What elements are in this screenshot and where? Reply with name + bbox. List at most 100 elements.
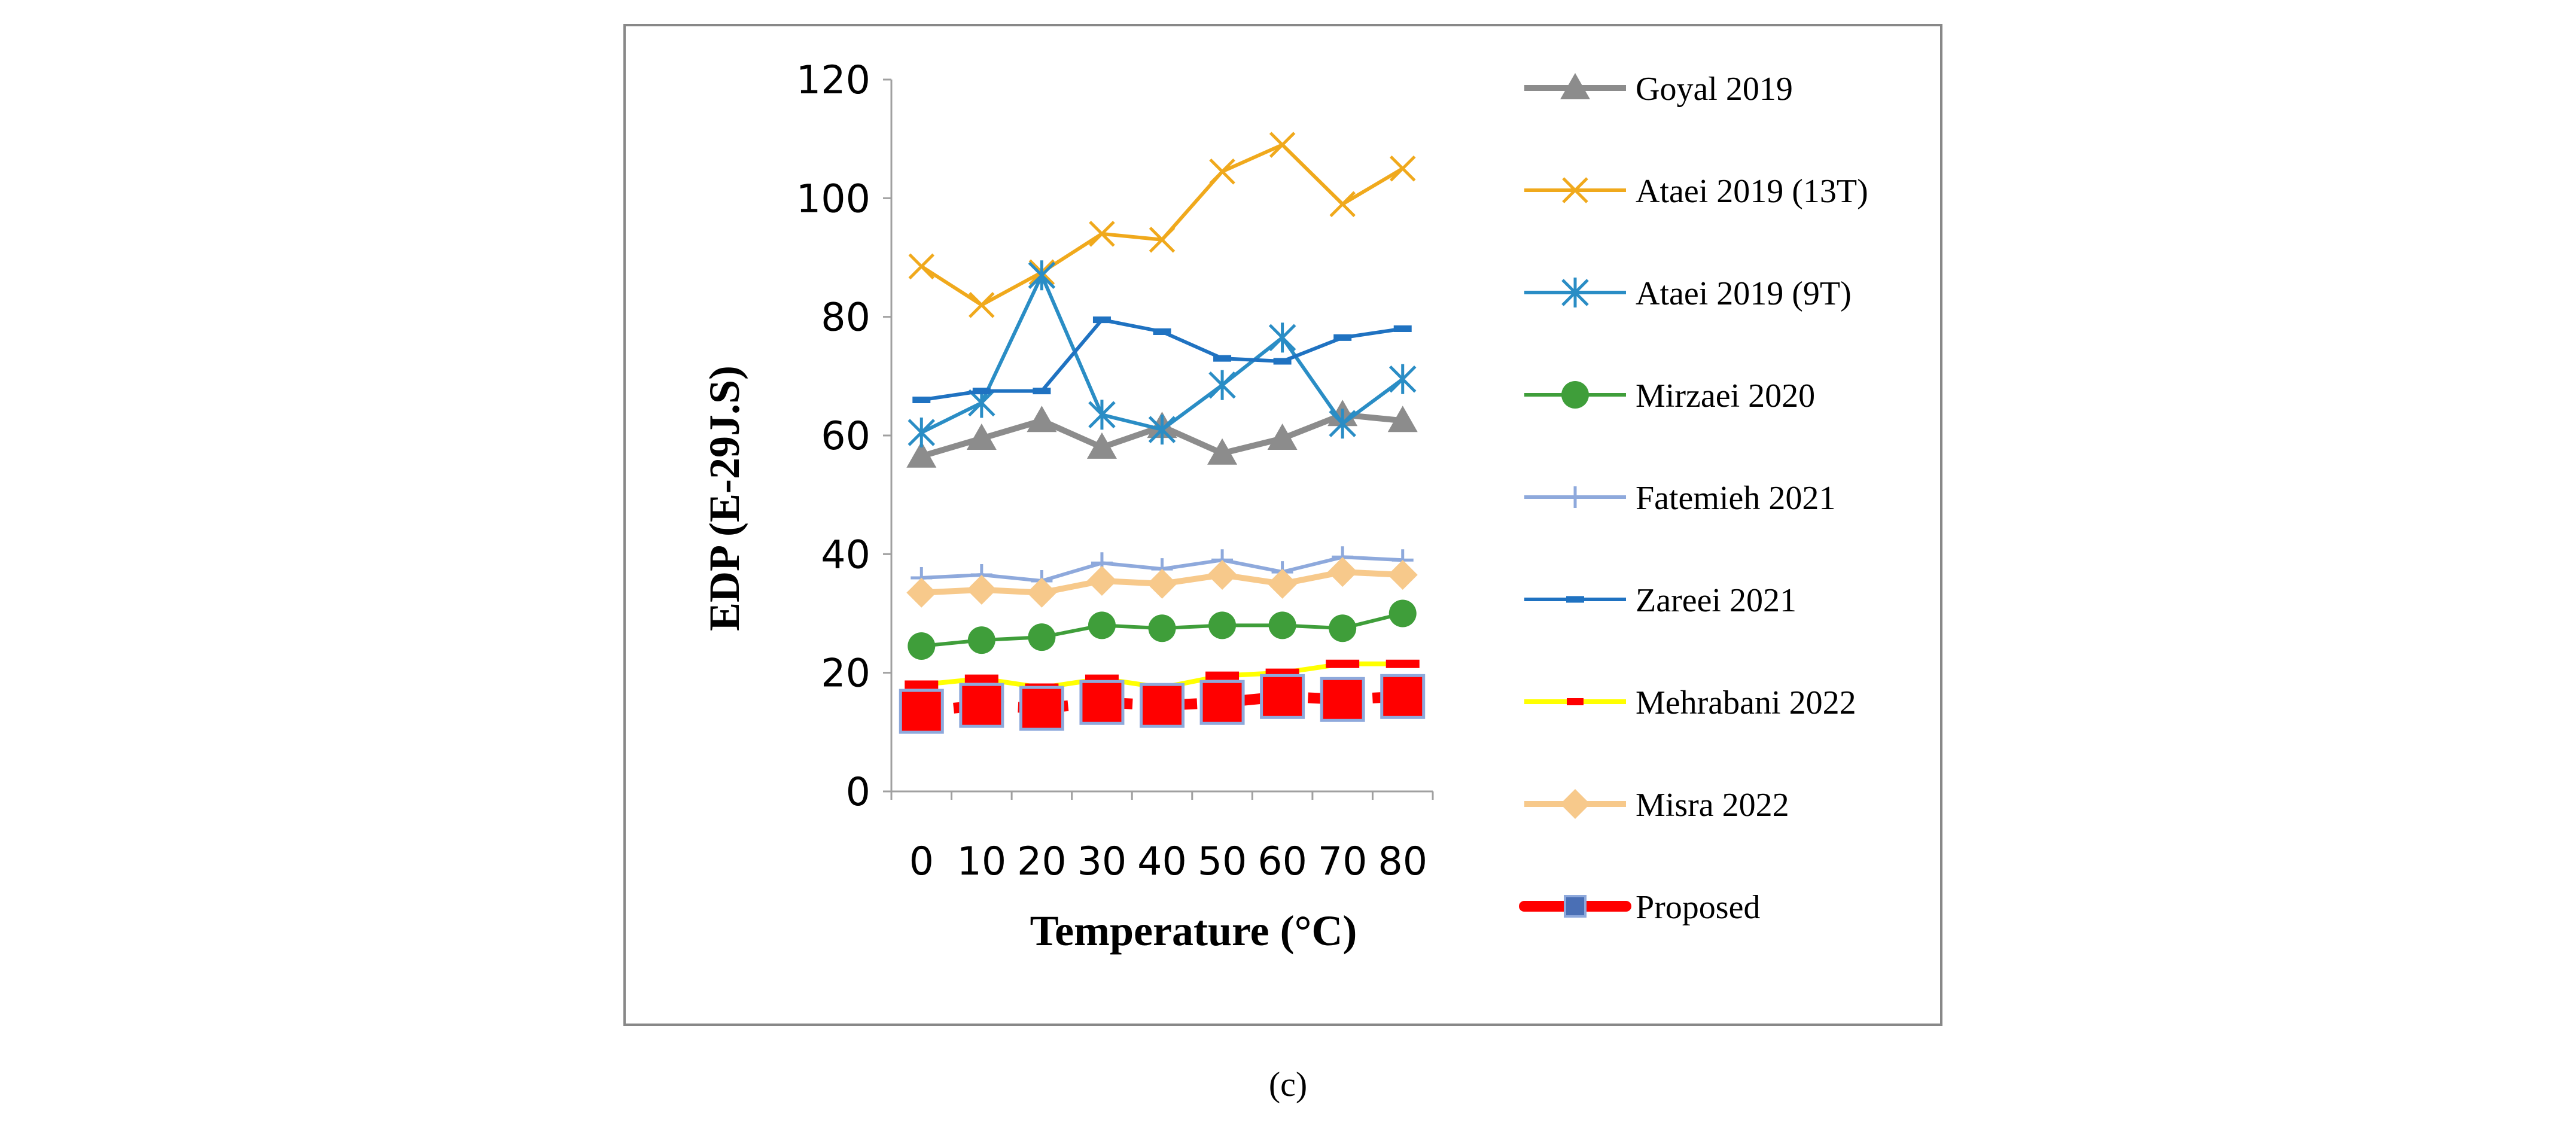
data-point (1329, 409, 1356, 439)
legend-label: Ataei 2019 (13T) (1636, 173, 1868, 210)
legend-label: Goyal 2019 (1636, 71, 1793, 108)
data-point (1329, 614, 1357, 642)
data-point (1019, 686, 1064, 731)
x-tick-label: 70 (1318, 839, 1368, 884)
data-point (1027, 406, 1057, 432)
data-point (1260, 674, 1305, 719)
data-point (1199, 680, 1245, 725)
data-point (1327, 557, 1358, 587)
data-point (1028, 623, 1056, 651)
legend-label: Mirzaei 2020 (1636, 377, 1815, 415)
x-tick-label: 10 (957, 839, 1006, 884)
series-proposed (899, 674, 1426, 734)
x-tick-label: 40 (1137, 839, 1187, 884)
legend-marker (1562, 177, 1588, 203)
data-point (1268, 611, 1296, 639)
data-point (1209, 158, 1235, 185)
x-tick-label: 30 (1077, 839, 1127, 884)
data-point (908, 632, 936, 660)
data-point (1389, 155, 1416, 182)
data-point (1389, 364, 1417, 394)
legend-label: Mehrabani 2022 (1636, 684, 1856, 721)
data-point (1387, 560, 1418, 590)
legend-item: Mirzaei 2020 (1524, 377, 1815, 415)
data-point (1089, 221, 1115, 247)
data-point (1320, 677, 1365, 722)
data-point (969, 292, 995, 318)
legend-label: Fatemieh 2021 (1636, 480, 1835, 517)
legend-marker (1564, 895, 1587, 918)
figure-caption: (c) (1269, 1065, 1307, 1104)
y-tick-label: 0 (846, 770, 870, 815)
data-point (1269, 132, 1296, 158)
data-point (1267, 568, 1298, 599)
legend-label: Proposed (1636, 889, 1760, 926)
data-point (908, 253, 935, 280)
legend-item: Ataei 2019 (13T) (1524, 173, 1868, 210)
legend-item: Goyal 2019 (1524, 71, 1793, 108)
data-point (1079, 680, 1125, 725)
data-point (1088, 611, 1116, 639)
series-ataei-2019-13t (908, 132, 1416, 318)
data-point (1140, 683, 1185, 728)
data-point (1208, 611, 1237, 639)
data-point (906, 577, 937, 608)
data-point (966, 574, 997, 605)
chart-frame (623, 24, 1942, 1026)
data-point (1148, 415, 1176, 445)
legend-item: Proposed (1519, 889, 1760, 926)
data-point (1268, 322, 1296, 353)
legend-label: Ataei 2019 (9T) (1636, 275, 1852, 312)
series-layer (899, 132, 1426, 734)
y-tick-label: 120 (796, 58, 870, 103)
series-zareei-2021 (912, 316, 1412, 403)
legend-item: Misra 2022 (1524, 787, 1789, 824)
data-point (967, 626, 995, 654)
data-point (1267, 423, 1298, 450)
legend-item: Mehrabani 2022 (1524, 684, 1856, 721)
legend-marker (1564, 486, 1586, 508)
x-tick-label: 50 (1198, 839, 1247, 884)
y-tick-label: 100 (796, 176, 870, 221)
x-tick-label: 20 (1017, 839, 1067, 884)
legend: Goyal 2019 Ataei 2019 (13T) Ataei 2019 (9T… (1519, 71, 1868, 926)
data-point (1387, 406, 1418, 432)
data-point (1086, 432, 1117, 459)
legend-item: Fatemieh 2021 (1524, 480, 1835, 517)
data-point (1389, 599, 1417, 628)
data-point (1329, 191, 1356, 218)
data-point (1207, 560, 1238, 590)
y-tick-label: 80 (821, 296, 870, 340)
series-misra-2022 (906, 557, 1418, 608)
y-axis-title: EDP (E-29J.S) (701, 365, 748, 631)
data-point (906, 441, 937, 468)
y-tick-label: 60 (821, 414, 870, 459)
legend-marker (1560, 789, 1590, 819)
legend-marker (1561, 381, 1589, 409)
legend-marker (1561, 278, 1589, 307)
legend-label: Zareei 2021 (1636, 582, 1796, 619)
data-point (1086, 565, 1117, 596)
y-tick-label: 20 (821, 651, 870, 696)
series-mirzaei-2020 (908, 599, 1417, 660)
data-point (1028, 260, 1056, 291)
data-point (1208, 370, 1236, 400)
data-point (1207, 438, 1238, 465)
data-point (1380, 674, 1426, 719)
x-tick-label: 80 (1378, 839, 1427, 884)
data-point (1149, 226, 1176, 253)
legend-item: Ataei 2019 (9T) (1524, 275, 1852, 312)
data-point (1088, 400, 1116, 430)
legend-item: Zareei 2021 (1524, 582, 1796, 619)
data-point (908, 418, 936, 448)
data-point (1147, 568, 1177, 599)
y-tick-label: 40 (821, 532, 870, 577)
series-ataei-2019-9t (908, 260, 1417, 448)
data-point (966, 423, 997, 450)
legend-marker (1560, 73, 1590, 99)
legend-label: Misra 2022 (1636, 787, 1789, 824)
x-axis-title: Temperature (°C) (1030, 907, 1357, 955)
data-point (1148, 614, 1176, 642)
